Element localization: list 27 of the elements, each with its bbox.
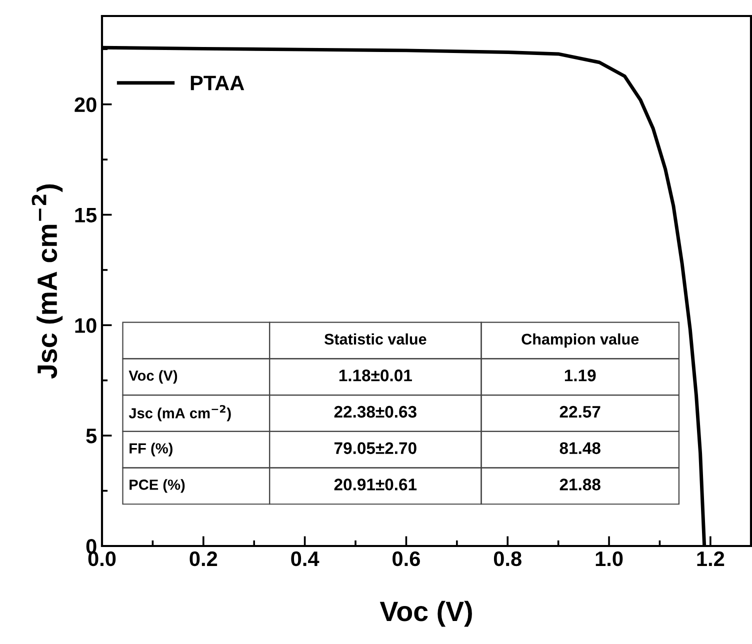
annotation: 79.05±2.70 [334,442,416,454]
x-tick-label: 0.8 [494,551,522,566]
annotation: 1.18±0.01 [339,370,412,382]
y-axis-title: Jsc (mA cm$^{−2}$) [32,184,63,379]
y-tick-label: 15 [75,208,97,223]
y-tick-label: 20 [74,97,96,112]
x-tick-label: 1.0 [596,551,623,566]
annotation: 1.19 [564,370,596,382]
y-tick-label: 5 [86,428,97,444]
x-axis-title: Voc (V) [380,600,472,627]
annotation: 20.91±0.61 [334,478,417,490]
x-tick-label: 1.2 [697,551,724,566]
annotation: 22.38±0.63 [334,406,416,418]
annotation: FF (%) [130,442,172,456]
legend-label: PTAA [190,76,244,90]
annotation: 22.57 [560,406,600,418]
annotation: Statistic value [324,333,426,345]
annotation: Jsc (mA cm$^{−2}$) [128,405,231,422]
y-tick-label: 10 [75,318,96,333]
annotation: PCE (%) [130,479,185,493]
x-tick-label: 0.6 [392,551,420,566]
annotation: Voc (V) [128,370,178,384]
x-tick-label: 0.4 [291,551,320,566]
x-tick-label: 0.2 [190,551,218,566]
annotation: 81.48 [560,442,600,454]
annotation: 21.88 [560,478,600,490]
annotation: Champion value [522,333,639,348]
